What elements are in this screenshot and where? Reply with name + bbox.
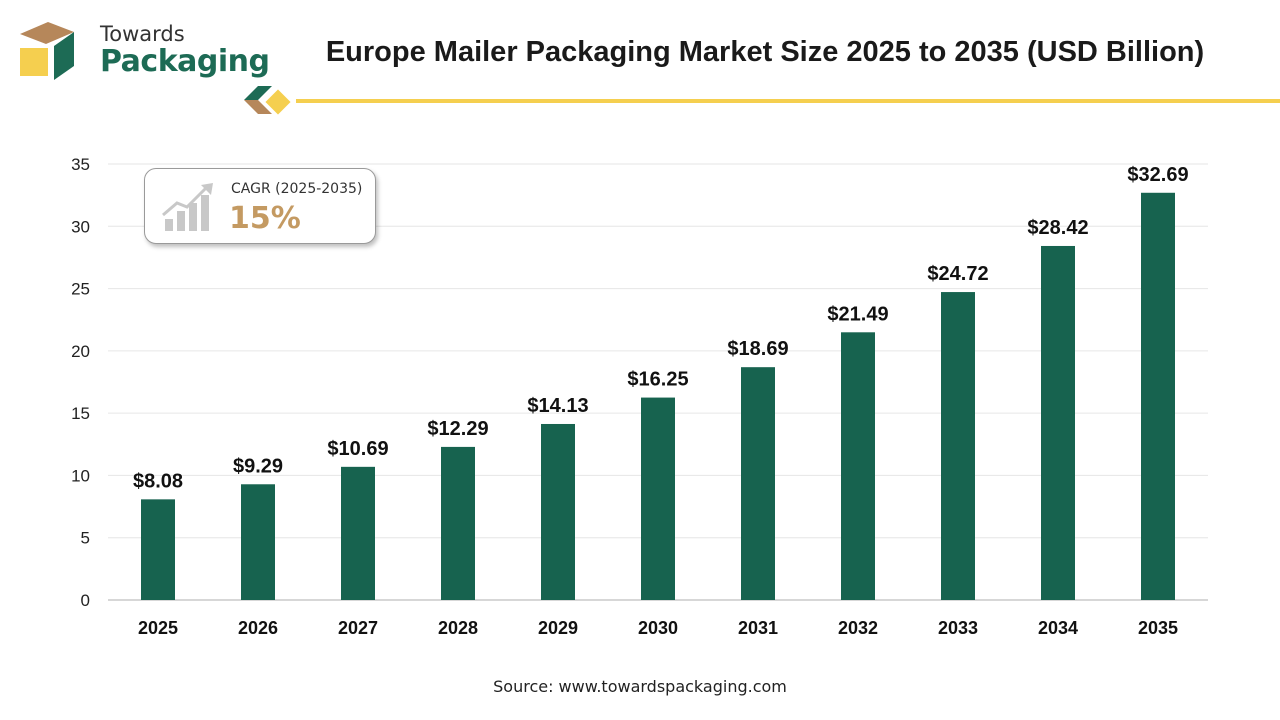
chart-title: Europe Mailer Packaging Market Size 2025… xyxy=(325,36,1205,68)
bar-chart: 05101520253035$8.082025$9.292026$10.6920… xyxy=(71,155,1208,638)
x-tick-label: 2033 xyxy=(938,618,978,638)
bar xyxy=(741,367,775,600)
x-tick-label: 2031 xyxy=(738,618,778,638)
bar xyxy=(941,292,975,600)
logo-text-top: Towards xyxy=(100,22,185,46)
bar xyxy=(841,332,875,600)
x-tick-label: 2035 xyxy=(1138,618,1178,638)
x-tick-label: 2030 xyxy=(638,618,678,638)
bar-value-label: $14.13 xyxy=(527,395,588,417)
bar-value-label: $18.69 xyxy=(727,338,788,360)
title-underline-decoration xyxy=(244,86,1280,118)
x-tick-label: 2027 xyxy=(338,618,378,638)
bar xyxy=(1041,245,1075,600)
cagr-callout: CAGR (2025-2035) 15% xyxy=(144,168,376,244)
brand-logo: Towards Packaging xyxy=(16,20,270,84)
source-note: Source: www.towardspackaging.com xyxy=(493,677,787,696)
bar-value-label: $8.08 xyxy=(133,470,183,492)
bar xyxy=(141,499,175,600)
cagr-label: CAGR (2025-2035) xyxy=(231,181,363,197)
bar-value-label: $24.72 xyxy=(927,263,988,285)
x-tick-label: 2034 xyxy=(1038,618,1078,638)
bar-value-label: $21.49 xyxy=(827,303,888,325)
bar-value-label: $28.42 xyxy=(1027,217,1088,239)
y-tick-label: 0 xyxy=(81,591,90,610)
bar xyxy=(541,423,575,600)
bar xyxy=(241,484,275,600)
bar xyxy=(441,446,475,600)
bar-value-label: $16.25 xyxy=(627,369,688,391)
x-tick-label: 2025 xyxy=(138,618,178,638)
box-logo-icon xyxy=(20,22,74,80)
bar-value-label: $32.69 xyxy=(1127,164,1188,186)
y-tick-label: 30 xyxy=(71,217,90,236)
cagr-value: 15% xyxy=(229,201,301,236)
bar-value-label: $12.29 xyxy=(427,418,488,440)
y-tick-label: 20 xyxy=(71,342,90,361)
bar-value-label: $10.69 xyxy=(327,438,388,460)
y-tick-label: 10 xyxy=(71,466,90,485)
logo-text-bottom: Packaging xyxy=(100,44,270,79)
growth-chart-icon xyxy=(162,183,213,231)
x-tick-label: 2026 xyxy=(238,618,278,638)
y-tick-label: 25 xyxy=(71,280,90,299)
x-tick-label: 2028 xyxy=(438,618,478,638)
y-tick-label: 15 xyxy=(71,404,90,423)
y-tick-label: 5 xyxy=(81,529,90,548)
x-tick-label: 2029 xyxy=(538,618,578,638)
bar xyxy=(641,397,675,600)
bar-value-label: $9.29 xyxy=(233,455,283,477)
bar xyxy=(341,466,375,600)
y-tick-label: 35 xyxy=(71,155,90,174)
x-tick-label: 2032 xyxy=(838,618,878,638)
bar xyxy=(1141,192,1175,600)
